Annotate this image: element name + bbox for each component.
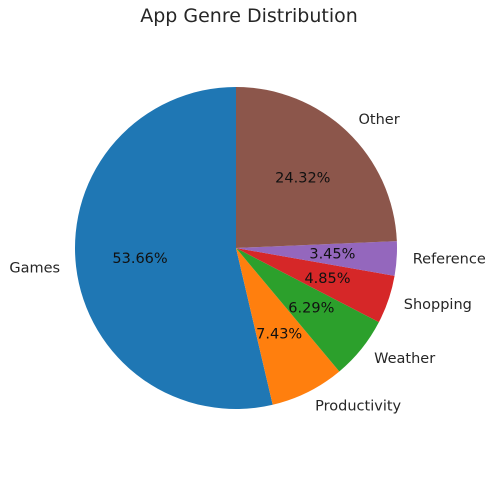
pie-category-label-weather: Weather (374, 351, 435, 367)
pie-slice-other (236, 87, 397, 248)
pie-category-label-games: Games (9, 260, 60, 276)
chart-title: App Genre Distribution (140, 5, 358, 27)
pie-category-label-shopping: Shopping (404, 297, 472, 313)
pie-slice-shopping (236, 248, 395, 323)
pie-slices (74, 87, 397, 409)
pie-pct-label-productivity: 7.43% (256, 326, 302, 342)
pie-slice-reference (236, 241, 397, 276)
pie-category-label-productivity: Productivity (315, 398, 401, 414)
pie-pct-label-shopping: 4.85% (304, 271, 350, 287)
pie-slice-games (74, 87, 273, 409)
pie-category-label-other: Other (359, 112, 400, 128)
pie-slice-weather (236, 248, 379, 372)
pie-slice-productivity (236, 248, 340, 405)
pie-pct-label-other: 24.32% (275, 170, 330, 186)
pie-labels: 53.66% Games 7.43% Productivity 6.29% Weather… (9, 112, 485, 414)
pie-category-label-reference: Reference (413, 252, 486, 268)
pie-pct-label-games: 53.66% (112, 251, 167, 267)
pie-pct-label-reference: 3.45% (309, 246, 355, 262)
pie-pct-label-weather: 6.29% (288, 300, 334, 316)
